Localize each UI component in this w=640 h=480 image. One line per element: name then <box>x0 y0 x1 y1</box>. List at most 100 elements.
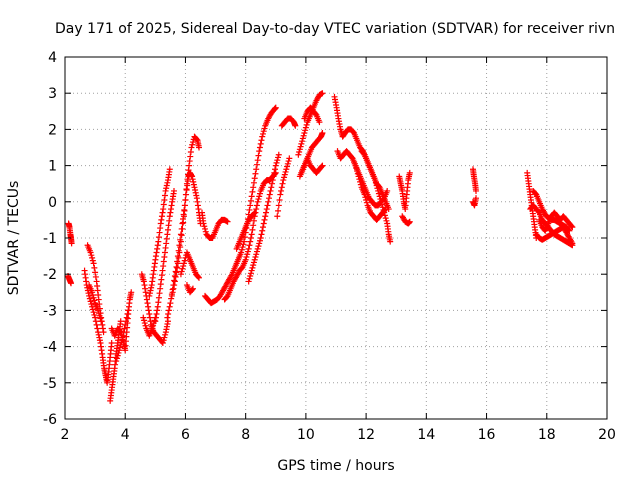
data-point <box>192 187 199 194</box>
data-point <box>251 175 258 182</box>
data-point <box>165 222 172 229</box>
y-tick-label: 2 <box>48 122 57 138</box>
data-point <box>383 217 390 224</box>
data-point <box>113 355 120 362</box>
data-point <box>256 237 263 244</box>
data-point <box>282 168 289 175</box>
data-point <box>200 220 207 227</box>
data-point <box>89 289 96 296</box>
x-tick-label: 4 <box>121 427 130 443</box>
data-point <box>140 314 147 321</box>
data-point <box>250 217 257 224</box>
data-point <box>171 282 178 289</box>
data-point <box>262 213 269 220</box>
data-point <box>113 358 120 365</box>
data-point <box>253 251 260 258</box>
data-point <box>146 311 153 318</box>
data-point <box>123 314 130 321</box>
data-point <box>277 191 284 198</box>
data-point <box>172 268 179 275</box>
data-point <box>87 298 94 305</box>
data-point <box>260 128 267 135</box>
data-point <box>262 209 269 216</box>
data-point <box>473 195 480 202</box>
data-point <box>96 301 103 308</box>
data-point <box>190 178 197 185</box>
data-point <box>319 90 326 97</box>
data-point <box>406 218 413 225</box>
data-point <box>141 282 148 289</box>
data-point <box>249 264 256 271</box>
data-point <box>272 104 279 111</box>
data-point <box>202 225 209 232</box>
data-point <box>301 130 308 137</box>
data-point <box>164 314 171 321</box>
data-point <box>189 141 196 148</box>
data-point <box>192 189 199 196</box>
data-point <box>143 296 150 303</box>
data-point <box>242 256 249 263</box>
data-point <box>147 287 154 294</box>
data-point <box>188 144 195 151</box>
data-point <box>142 285 149 292</box>
data-point <box>169 289 176 296</box>
data-point <box>268 184 275 191</box>
data-point <box>263 206 270 213</box>
data-point <box>270 173 277 180</box>
data-point <box>275 207 282 214</box>
data-point <box>91 297 98 304</box>
x-tick-label: 18 <box>538 427 556 443</box>
data-point <box>316 119 323 126</box>
data-point <box>254 157 261 164</box>
data-point <box>248 231 255 238</box>
data-point <box>99 321 106 328</box>
data-point <box>256 144 263 151</box>
data-point <box>296 146 303 153</box>
data-point <box>247 197 254 204</box>
data-point <box>153 249 160 256</box>
data-point <box>249 226 256 233</box>
data-point <box>145 307 152 314</box>
data-point <box>251 209 258 216</box>
data-point <box>158 216 165 223</box>
data-point <box>95 296 102 303</box>
grid <box>65 57 607 419</box>
data-point <box>179 225 186 232</box>
data-point <box>95 329 102 336</box>
data-point <box>257 140 264 147</box>
data-point <box>280 177 287 184</box>
data-point <box>168 202 175 209</box>
data-point <box>250 262 257 269</box>
data-point <box>186 158 193 165</box>
data-point <box>253 202 260 209</box>
data-point <box>275 154 282 161</box>
data-point <box>170 285 177 292</box>
x-tick-label: 16 <box>478 427 496 443</box>
data-point <box>180 213 187 220</box>
data-point <box>68 240 75 247</box>
data-point <box>252 254 259 261</box>
data-point <box>224 218 231 225</box>
data-point <box>163 240 170 247</box>
data-point <box>96 334 103 341</box>
data-point <box>159 267 166 274</box>
data-point <box>86 292 93 299</box>
data-point <box>202 228 209 235</box>
data-point <box>382 215 389 222</box>
data-point <box>259 130 266 137</box>
data-point <box>303 121 310 128</box>
data-point <box>90 309 97 316</box>
data-point <box>157 281 164 288</box>
data-point <box>189 285 196 292</box>
data-point <box>238 249 245 256</box>
data-point <box>247 235 254 241</box>
data-point <box>152 318 159 325</box>
data-point <box>177 271 184 278</box>
data-point <box>295 151 302 158</box>
data-point <box>96 312 103 319</box>
data-point <box>246 242 253 249</box>
data-point <box>279 180 286 187</box>
data-point <box>164 179 171 186</box>
x-axis-label: GPS time / hours <box>277 458 394 474</box>
